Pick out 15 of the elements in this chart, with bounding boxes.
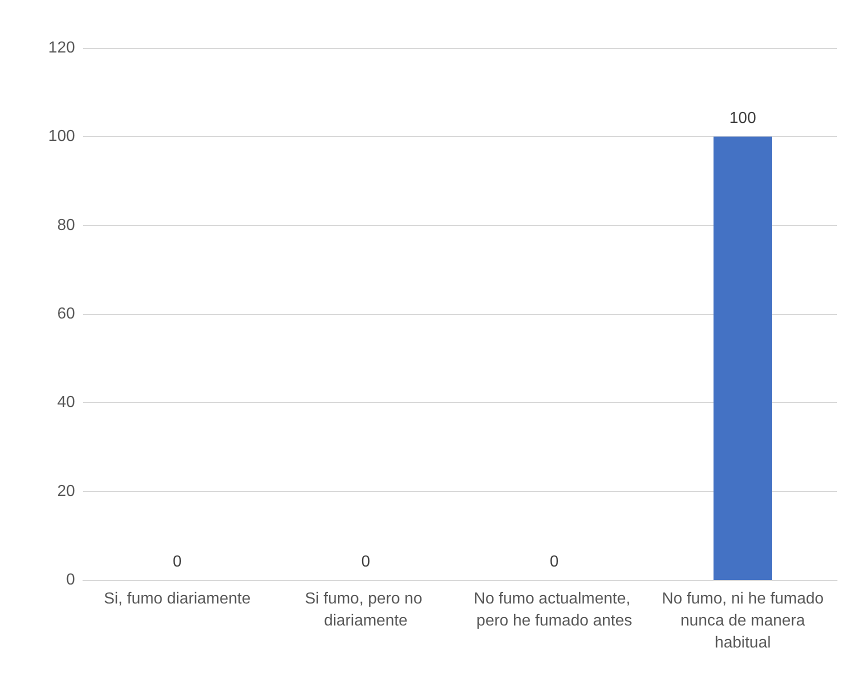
- data-label: 100: [729, 110, 756, 128]
- y-tick-label: 80: [57, 216, 76, 234]
- x-tick-label: No fumo, ni he fumado nunca de manera habitual: [662, 590, 824, 652]
- y-tick-label: 20: [57, 482, 76, 500]
- y-tick-label: 60: [57, 306, 76, 322]
- x-tick-label: No fumo actualmente, pero he fumado antes: [474, 590, 635, 630]
- data-label: 0: [550, 554, 559, 570]
- x-tick-label: Si fumo, pero no diariamente: [304, 590, 427, 630]
- y-tick-label: 100: [48, 128, 76, 146]
- data-label: 0: [172, 554, 182, 570]
- y-tick-label: 40: [57, 394, 76, 412]
- data-label: 0: [361, 554, 370, 570]
- x-tick-label: Si, fumo diariamente: [104, 590, 251, 608]
- y-tick-label: 0: [66, 572, 76, 588]
- y-tick-label: 120: [48, 40, 76, 56]
